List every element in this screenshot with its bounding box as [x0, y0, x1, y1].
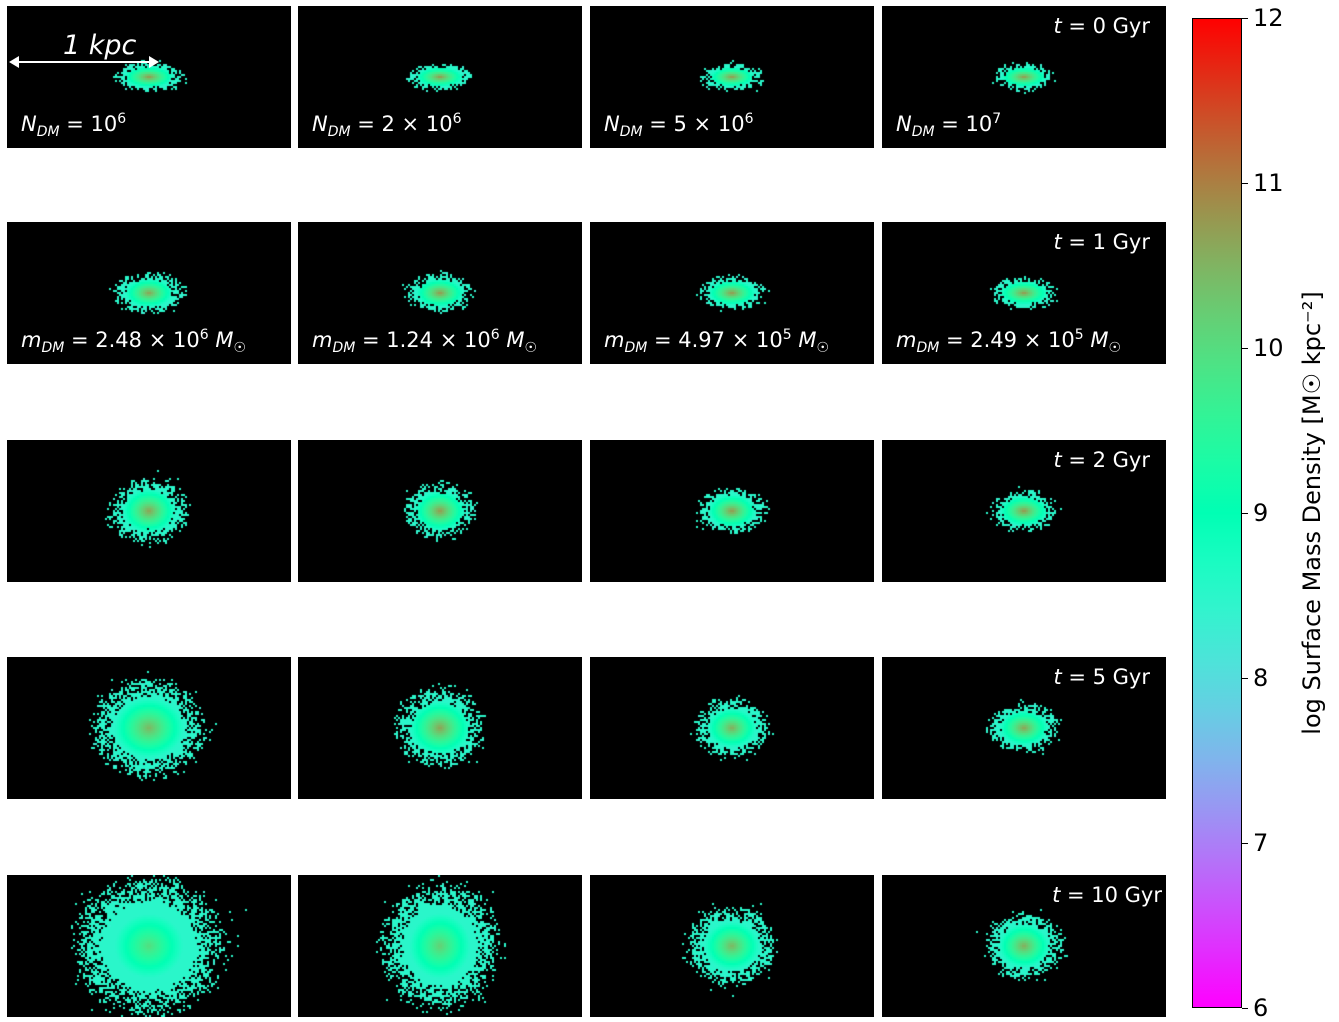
colorbar-tick-label: 10: [1253, 334, 1284, 362]
panel-r1-c2: mDM = 4.97 × 105 M☉: [590, 222, 874, 364]
colorbar-tick-label: 7: [1253, 829, 1269, 857]
panel-r0-c3: t = 0 Gyr NDM = 107: [882, 6, 1166, 148]
density-map: [7, 6, 291, 148]
colorbar-tick-label: 12: [1253, 4, 1284, 32]
density-map: [298, 222, 582, 364]
colorbar-tick-label: 11: [1253, 169, 1284, 197]
time-label: t = 0 Gyr: [1053, 14, 1150, 38]
time-label: t = 1 Gyr: [1053, 230, 1150, 254]
n-dm-label: NDM = 107: [896, 110, 1002, 140]
panel-r1-c0: mDM = 2.48 × 106 M☉: [7, 222, 291, 364]
density-map: [298, 440, 582, 582]
panel-r2-c1: [298, 440, 582, 582]
colorbar-tick: [1242, 1008, 1248, 1009]
colorbar-tick: [1242, 183, 1248, 184]
n-dm-label: NDM = 5 × 106: [604, 110, 754, 140]
panel-r4-c1: [298, 875, 582, 1017]
density-map: [590, 440, 874, 582]
density-map: [590, 875, 874, 1017]
time-label: t = 5 Gyr: [1053, 665, 1150, 689]
density-map: [882, 6, 1166, 148]
panel-r3-c0: [7, 657, 291, 799]
panel-r3-c1: [298, 657, 582, 799]
panel-r4-c3: t = 10 Gyr: [882, 875, 1166, 1017]
n-dm-label: NDM = 106: [21, 110, 127, 140]
panel-r0-c1: NDM = 2 × 106: [298, 6, 582, 148]
colorbar-tick-label: 9: [1253, 499, 1269, 527]
density-map: [7, 222, 291, 364]
density-map: [7, 440, 291, 582]
density-map: [590, 657, 874, 799]
time-label: t = 2 Gyr: [1053, 448, 1150, 472]
panel-r0-c0: NDM = 106 1 kpc: [7, 6, 291, 148]
density-map: [882, 657, 1166, 799]
density-map: [882, 440, 1166, 582]
density-map: [882, 222, 1166, 364]
density-map: [298, 6, 582, 148]
colorbar-tick-label: 8: [1253, 664, 1269, 692]
panel-r2-c0: [7, 440, 291, 582]
panel-r3-c3: t = 5 Gyr: [882, 657, 1166, 799]
density-map: [7, 875, 291, 1017]
panel-r2-c3: t = 2 Gyr: [882, 440, 1166, 582]
colorbar-tick: [1242, 18, 1248, 19]
panel-r0-c2: NDM = 5 × 106: [590, 6, 874, 148]
colorbar-tick: [1242, 678, 1248, 679]
colorbar-axis-label: log Surface Mass Density [M☉ kpc⁻²]: [1298, 291, 1326, 735]
scale-bar-label: 1 kpc: [63, 30, 137, 61]
m-dm-label: mDM = 1.24 × 106 M☉: [312, 326, 537, 356]
density-map: [590, 222, 874, 364]
n-dm-label: NDM = 2 × 106: [312, 110, 462, 140]
density-map: [882, 875, 1166, 1017]
colorbar-tick: [1242, 513, 1248, 514]
panel-r1-c1: mDM = 1.24 × 106 M☉: [298, 222, 582, 364]
m-dm-label: mDM = 2.48 × 106 M☉: [21, 326, 246, 356]
m-dm-label: mDM = 4.97 × 105 M☉: [604, 326, 829, 356]
panel-r1-c3: t = 1 Gyr mDM = 2.49 × 105 M☉: [882, 222, 1166, 364]
density-map: [298, 657, 582, 799]
density-map: [298, 875, 582, 1017]
colorbar-tick: [1242, 843, 1248, 844]
density-map: [590, 6, 874, 148]
colorbar-tick: [1242, 348, 1248, 349]
density-map: [7, 657, 291, 799]
panel-r2-c2: [590, 440, 874, 582]
colorbar: [1192, 18, 1242, 1008]
m-dm-label: mDM = 2.49 × 105 M☉: [896, 326, 1121, 356]
colorbar-tick-label: 6: [1253, 994, 1269, 1022]
panel-r4-c0: [7, 875, 291, 1017]
panel-r4-c2: [590, 875, 874, 1017]
panel-r3-c2: [590, 657, 874, 799]
time-label: t = 10 Gyr: [1052, 883, 1162, 907]
scale-bar: [9, 56, 159, 68]
